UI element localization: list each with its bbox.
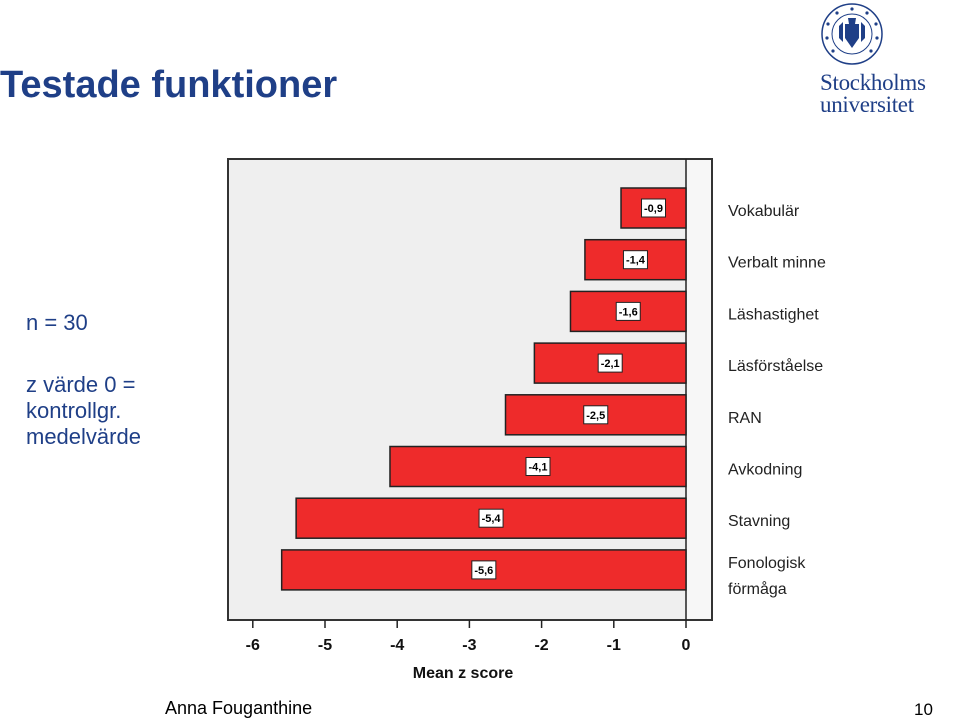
data-label-2: -1,4 <box>626 255 646 267</box>
slide-title: Testade funktioner <box>0 64 338 106</box>
category-label-8-line2: förmåga <box>728 580 787 598</box>
logo-name-line1: Stockholms <box>820 70 926 95</box>
data-label-8: -5,6 <box>474 565 493 577</box>
zero-strip <box>686 160 711 619</box>
z-note-line2: kontrollgr. <box>26 398 122 423</box>
data-label-box-3 <box>615 301 641 321</box>
data-label-box-8 <box>471 560 497 580</box>
bar-2 <box>584 238 687 281</box>
data-label-1: -0,9 <box>644 203 663 215</box>
z-score-note: z värde 0 = kontrollgr. medelvärde <box>26 372 141 450</box>
category-label-4: Läsförståelse <box>728 357 823 375</box>
data-label-6: -4,1 <box>529 462 548 474</box>
plot-area <box>227 158 713 621</box>
footer-author: Anna Fouganthine <box>165 698 313 718</box>
category-label-5: RAN <box>728 410 762 427</box>
data-label-box-4 <box>597 353 623 373</box>
z-note-line1: z värde 0 = <box>26 372 136 397</box>
data-label-box-2 <box>622 250 648 270</box>
logo-name-line2: universitet <box>820 92 914 117</box>
data-label-3: -1,6 <box>619 306 638 318</box>
category-label-3: Läshastighet <box>728 306 819 323</box>
x-tick-label-6: -1 <box>607 637 621 654</box>
x-axis-title: Mean z score <box>413 665 514 682</box>
z-note-line3: medelvärde <box>26 424 141 449</box>
category-label-6: Avkodning <box>728 462 802 479</box>
x-tick-label-1: -6 <box>246 637 260 654</box>
data-label-4: -2,1 <box>601 358 620 370</box>
data-label-box-7 <box>478 508 504 528</box>
university-logo-text: Stockholms universitet <box>820 70 926 117</box>
data-label-7: -5,4 <box>482 513 502 525</box>
x-tick-label-5: -2 <box>534 637 548 654</box>
category-label-7: Stavning <box>728 513 790 530</box>
category-label-2: Verbalt minne <box>728 255 826 272</box>
data-label-box-6 <box>525 457 551 476</box>
x-tick-label-4: -3 <box>462 637 476 654</box>
sample-size-note: n = 30 <box>26 310 88 335</box>
data-label-box-5 <box>583 405 609 425</box>
category-label-8-line1: Fonologisk <box>728 555 806 572</box>
data-label-5: -2,5 <box>586 410 605 422</box>
x-tick-label-3: -4 <box>390 637 404 654</box>
page-number: 10 <box>914 700 933 719</box>
category-label-1: Vokabulär <box>728 203 800 220</box>
bar-3 <box>569 290 687 333</box>
x-tick-label-2: -5 <box>318 637 332 654</box>
data-label-box-1 <box>641 198 667 218</box>
x-tick-label-7: 0 <box>682 637 691 654</box>
university-seal-icon <box>821 3 883 65</box>
